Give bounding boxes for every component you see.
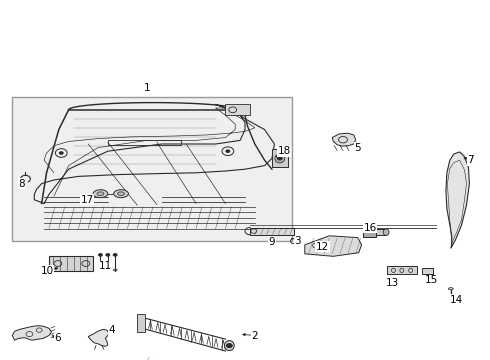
Bar <box>387 266 417 274</box>
Circle shape <box>226 343 233 348</box>
Bar <box>250 228 294 235</box>
Bar <box>225 104 250 115</box>
Text: 2: 2 <box>251 330 258 341</box>
Text: 16: 16 <box>363 222 377 233</box>
Circle shape <box>98 253 103 257</box>
Ellipse shape <box>93 190 108 198</box>
Text: 5: 5 <box>354 143 361 153</box>
Text: 10: 10 <box>41 266 53 276</box>
Polygon shape <box>12 326 51 340</box>
Ellipse shape <box>224 341 234 351</box>
Bar <box>422 268 433 274</box>
Ellipse shape <box>275 154 285 163</box>
Circle shape <box>277 156 283 161</box>
Circle shape <box>59 151 64 155</box>
Polygon shape <box>305 236 362 256</box>
Text: 18: 18 <box>277 146 291 156</box>
Circle shape <box>225 149 230 153</box>
Text: 1: 1 <box>144 83 150 93</box>
Ellipse shape <box>114 190 128 198</box>
Text: 8: 8 <box>18 179 25 189</box>
Bar <box>137 314 145 332</box>
Text: 14: 14 <box>450 294 464 305</box>
Ellipse shape <box>118 192 124 195</box>
Text: 12: 12 <box>316 242 329 252</box>
Circle shape <box>105 253 110 257</box>
Bar <box>12 97 292 241</box>
Ellipse shape <box>448 288 453 290</box>
Text: 3: 3 <box>294 236 301 246</box>
Text: 6: 6 <box>54 333 61 343</box>
Text: 15: 15 <box>424 275 438 285</box>
Circle shape <box>113 253 118 257</box>
Bar <box>272 149 288 167</box>
Text: 17: 17 <box>80 195 94 205</box>
Bar <box>376 229 386 235</box>
Bar <box>108 140 181 145</box>
Text: 7: 7 <box>467 155 474 165</box>
Text: 13: 13 <box>385 278 399 288</box>
Ellipse shape <box>97 192 104 195</box>
Text: 4: 4 <box>108 325 115 336</box>
Text: 11: 11 <box>98 261 112 271</box>
Bar <box>363 228 376 237</box>
Ellipse shape <box>383 229 389 235</box>
Bar <box>49 256 93 271</box>
Polygon shape <box>88 329 109 346</box>
Polygon shape <box>332 133 356 146</box>
Polygon shape <box>446 152 469 248</box>
Text: 9: 9 <box>269 237 275 247</box>
